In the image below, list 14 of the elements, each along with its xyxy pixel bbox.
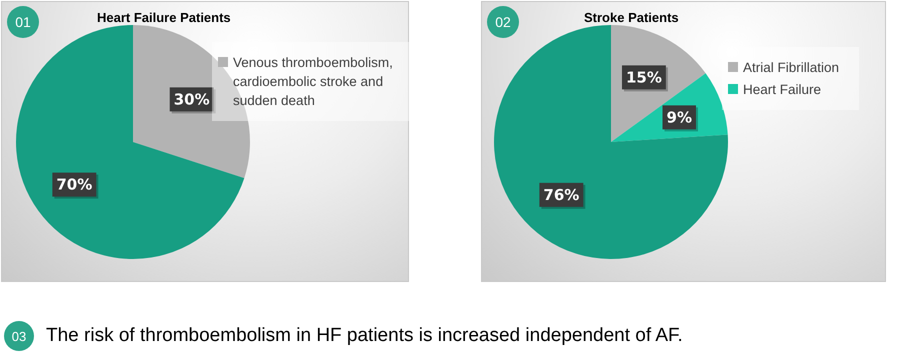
text: The risk of thromboembolism in HF patients is increased independent of AF. [46, 325, 683, 347]
data-label: 70% [56, 176, 92, 194]
text: 02 [487, 6, 519, 38]
data-label: 15% [626, 68, 662, 86]
text: 03 [4, 321, 34, 351]
data-label: 76% [543, 186, 580, 204]
legend-label: Heart Failure [743, 81, 822, 99]
legend-label: Atrial Fibrillation [743, 59, 840, 77]
data-label: 9% [666, 108, 692, 126]
data-label: 30% [174, 90, 210, 108]
chart-title: Heart Failure Patients [97, 10, 231, 25]
chart-title: Stroke Patients [584, 10, 679, 25]
text: 01 [7, 6, 39, 38]
legend-label: Venous thromboembolism, cardioembolic stroke and sudden death [233, 54, 394, 110]
